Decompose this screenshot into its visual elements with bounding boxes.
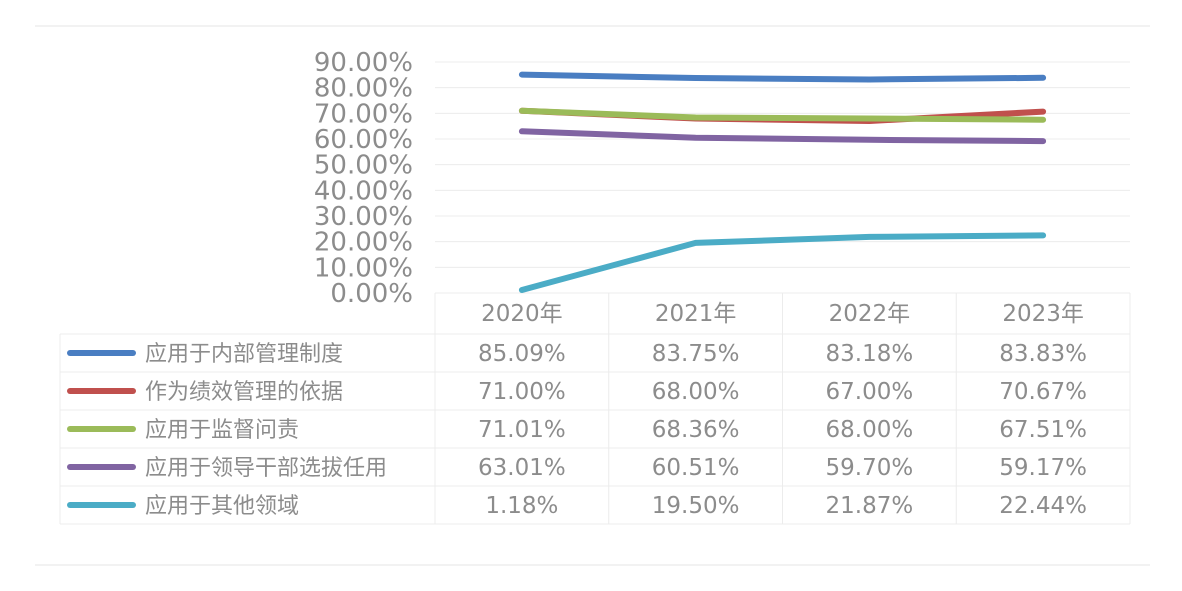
legend-label: 应用于内部管理制度	[145, 342, 343, 367]
data-cell: 83.75%	[652, 341, 740, 367]
legend-label: 应用于其他领域	[145, 494, 299, 519]
y-tick-label: 10.00%	[314, 253, 413, 283]
data-cell: 67.51%	[999, 417, 1087, 443]
category-label: 2021年	[655, 301, 737, 327]
y-tick-label: 30.00%	[314, 202, 413, 232]
y-tick-label: 20.00%	[314, 228, 413, 258]
legend-label: 应用于监督问责	[145, 418, 299, 443]
y-tick-label: 80.00%	[314, 74, 413, 104]
data-cell: 60.51%	[652, 455, 740, 481]
data-cell: 68.00%	[826, 417, 914, 443]
data-cell: 21.87%	[826, 493, 914, 519]
y-tick-label: 40.00%	[314, 176, 413, 206]
data-cell: 59.17%	[999, 455, 1087, 481]
series-line	[518, 71, 1047, 83]
y-tick-label: 0.00%	[330, 279, 413, 309]
series-line	[518, 128, 1047, 145]
data-cell: 68.00%	[652, 379, 740, 405]
y-tick-label: 90.00%	[314, 48, 413, 78]
data-cell: 67.00%	[826, 379, 914, 405]
category-label: 2020年	[481, 301, 563, 327]
data-cell: 59.70%	[826, 455, 914, 481]
series-lines	[518, 71, 1047, 293]
data-cell: 85.09%	[478, 341, 566, 367]
data-cell: 19.50%	[652, 493, 740, 519]
y-tick-label: 60.00%	[314, 125, 413, 155]
data-cell: 71.00%	[478, 379, 566, 405]
data-cell: 63.01%	[478, 455, 566, 481]
y-axis: 0.00%10.00%20.00%30.00%40.00%50.00%60.00…	[314, 48, 413, 309]
series-line	[518, 232, 1047, 293]
data-cell: 70.67%	[999, 379, 1087, 405]
data-cell: 83.18%	[826, 341, 914, 367]
legend-label: 作为绩效管理的依据	[145, 380, 343, 405]
category-label: 2023年	[1002, 301, 1084, 327]
category-label: 2022年	[829, 301, 911, 327]
y-tick-label: 70.00%	[314, 99, 413, 129]
data-cell: 1.18%	[485, 493, 558, 519]
data-cell: 83.83%	[999, 341, 1087, 367]
data-cell: 68.36%	[652, 417, 740, 443]
series-line	[518, 107, 1047, 123]
data-cell: 71.01%	[478, 417, 566, 443]
data-cell: 22.44%	[999, 493, 1087, 519]
y-tick-label: 50.00%	[314, 151, 413, 181]
legend-label: 应用于领导干部选拔任用	[145, 456, 387, 481]
